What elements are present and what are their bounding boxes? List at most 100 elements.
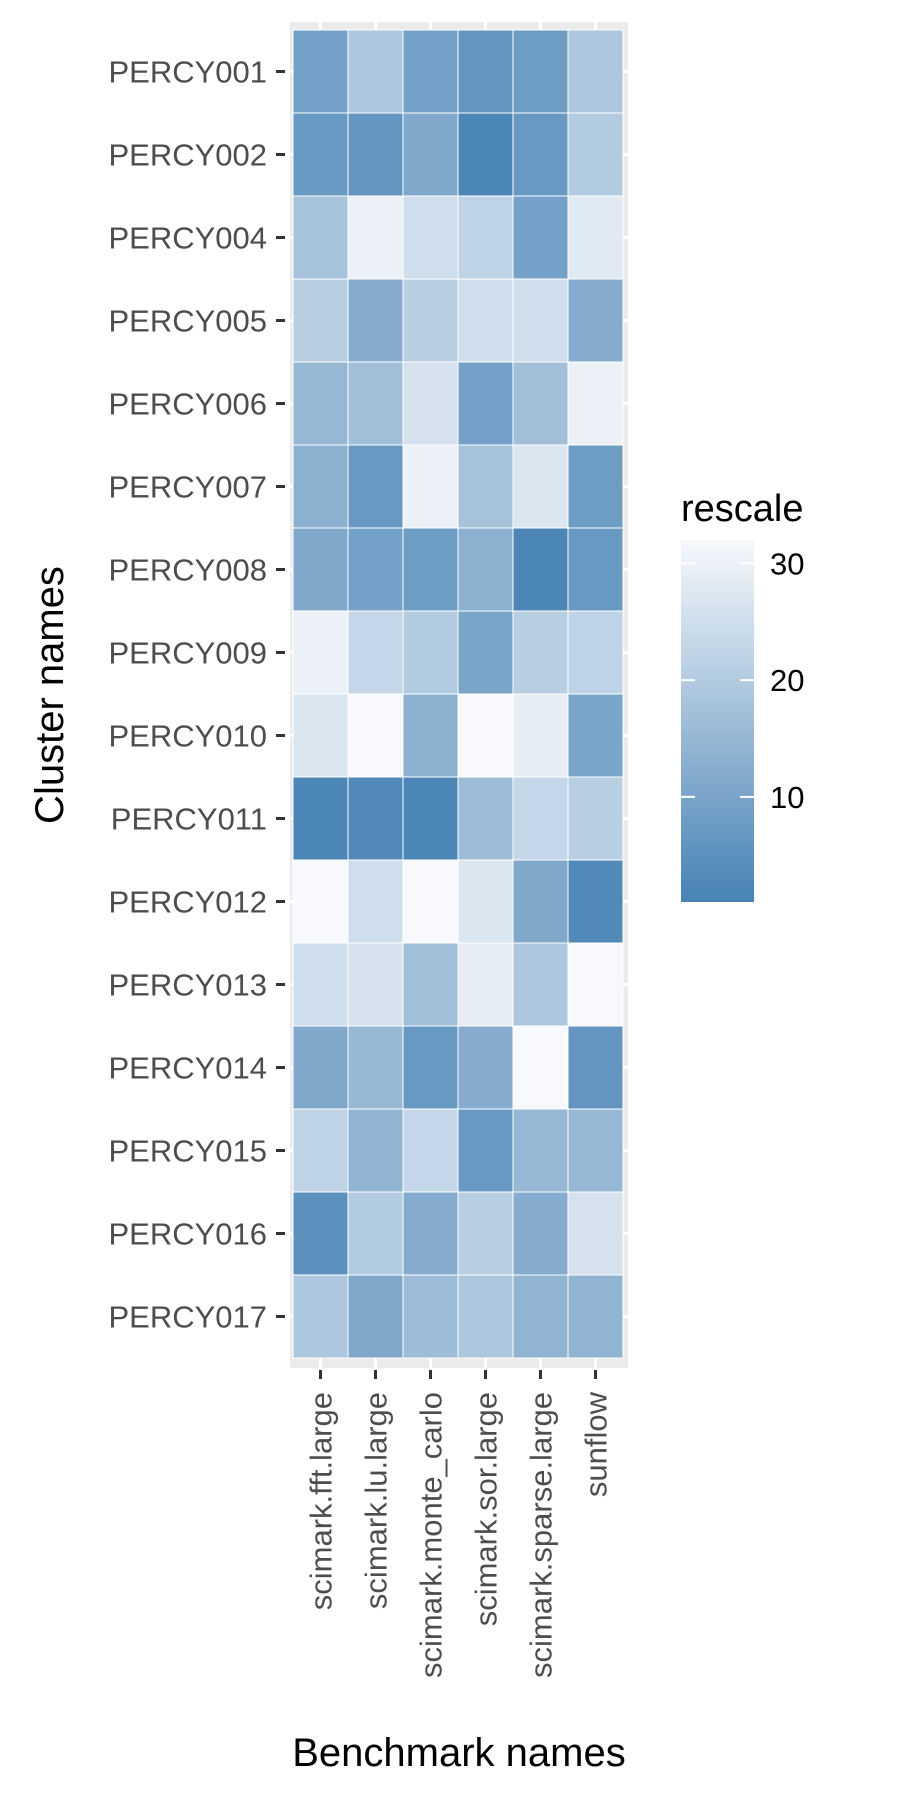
heatmap-cell <box>292 1108 349 1193</box>
legend-tick-label: 30 <box>770 546 804 581</box>
x-tick-label: sunflow <box>579 1391 614 1497</box>
y-tick-label: PERCY010 <box>108 719 267 754</box>
x-tick-label: scimark.monte_carlo <box>414 1392 449 1678</box>
heatmap-cell <box>457 942 514 1027</box>
heatmap-cell <box>567 361 624 446</box>
heatmap-cell <box>512 1274 569 1359</box>
heatmap-cell <box>292 195 349 280</box>
heatmap-cell <box>292 1274 349 1359</box>
heatmap-cell <box>402 1191 459 1276</box>
heatmap-cell <box>512 1191 569 1276</box>
heatmap-cell <box>457 278 514 363</box>
heatmap-cell <box>457 693 514 778</box>
heatmap-cell <box>567 1108 624 1193</box>
heatmap-cell <box>402 527 459 612</box>
heatmap-cell <box>347 527 404 612</box>
heatmap-cell <box>457 195 514 280</box>
heatmap-cell <box>567 444 624 529</box>
heatmap-cell <box>457 610 514 695</box>
heatmap-cell <box>567 112 624 197</box>
heatmap-cell <box>347 1025 404 1110</box>
heatmap-cell <box>512 1108 569 1193</box>
heatmap-cell <box>347 444 404 529</box>
heatmap-cell <box>347 29 404 114</box>
y-tick-label: PERCY016 <box>108 1217 267 1252</box>
heatmap-cell <box>292 610 349 695</box>
heatmap-cell <box>347 361 404 446</box>
y-axis-title: Cluster names <box>28 566 72 824</box>
heatmap-cell <box>512 527 569 612</box>
legend-tick-label: 10 <box>770 780 804 815</box>
y-tick-label: PERCY005 <box>108 304 267 339</box>
legend: rescale 10 20 30 <box>681 488 804 902</box>
y-tick-label: PERCY006 <box>108 387 267 422</box>
heatmap-cell <box>402 942 459 1027</box>
heatmap-cell <box>347 1191 404 1276</box>
x-tick-label: scimark.sor.large <box>469 1392 504 1626</box>
heatmap-cell <box>512 361 569 446</box>
heatmap-cell <box>457 1108 514 1193</box>
y-tick-label: PERCY007 <box>108 470 267 505</box>
x-axis-title: Benchmark names <box>292 1731 625 1775</box>
heatmap-cell <box>512 610 569 695</box>
heatmap-cell <box>567 278 624 363</box>
heatmap-cell <box>402 195 459 280</box>
heatmap-cell <box>457 29 514 114</box>
heatmap-cell <box>402 29 459 114</box>
heatmap-cell <box>292 361 349 446</box>
heatmap-cell <box>402 444 459 529</box>
heatmap-cell <box>292 527 349 612</box>
heatmap-cell <box>457 1191 514 1276</box>
heatmap-cell <box>512 859 569 944</box>
heatmap-cell <box>347 942 404 1027</box>
x-tick-label: scimark.fft.large <box>304 1392 339 1610</box>
y-tick-label: PERCY017 <box>108 1300 267 1335</box>
heatmap-cell <box>347 859 404 944</box>
y-axis: PERCY001 PERCY002 PERCY004 PERCY005 PERCY006… <box>108 55 285 1335</box>
heatmap-cell <box>402 361 459 446</box>
heatmap-cell <box>347 1274 404 1359</box>
heatmap-cell <box>567 527 624 612</box>
heatmap-cell <box>292 278 349 363</box>
heatmap-cell <box>512 195 569 280</box>
heatmap-cell <box>512 112 569 197</box>
heatmap-cell <box>292 1191 349 1276</box>
heatmap-cell <box>292 859 349 944</box>
legend-ticks: 10 20 30 <box>681 546 804 815</box>
heatmap-cell <box>457 361 514 446</box>
heatmap-cell <box>567 1025 624 1110</box>
heatmap-cell <box>567 195 624 280</box>
y-tick-label: PERCY012 <box>108 885 267 920</box>
heatmap-cell <box>292 776 349 861</box>
heatmap-cell <box>402 1025 459 1110</box>
heatmap-cell <box>292 942 349 1027</box>
heatmap-cell <box>567 610 624 695</box>
heatmap-cell <box>292 1025 349 1110</box>
heatmap-cell <box>292 29 349 114</box>
heatmap-cell <box>567 1274 624 1359</box>
heatmap-cell <box>347 1108 404 1193</box>
heatmap-cell <box>457 1274 514 1359</box>
heatmap-cell <box>402 776 459 861</box>
y-tick-label: PERCY008 <box>108 553 267 588</box>
heatmap-cell <box>347 693 404 778</box>
heatmap-cell <box>567 859 624 944</box>
heatmap-tiles <box>292 29 624 1359</box>
y-tick-label: PERCY015 <box>108 1134 267 1169</box>
heatmap-cell <box>402 859 459 944</box>
heatmap-cell <box>402 1108 459 1193</box>
heatmap-cell <box>512 444 569 529</box>
heatmap-cell <box>567 942 624 1027</box>
heatmap-cell <box>512 1025 569 1110</box>
heatmap-cell <box>567 776 624 861</box>
heatmap-cell <box>347 278 404 363</box>
x-tick-label: scimark.sparse.large <box>524 1392 559 1678</box>
heatmap-cell <box>457 1025 514 1110</box>
heatmap-cell <box>512 942 569 1027</box>
heatmap-cell <box>457 776 514 861</box>
heatmap-cell <box>512 693 569 778</box>
legend-tick-label: 20 <box>770 663 804 698</box>
heatmap-cell <box>512 776 569 861</box>
legend-title: rescale <box>681 488 804 530</box>
heatmap-cell <box>292 444 349 529</box>
